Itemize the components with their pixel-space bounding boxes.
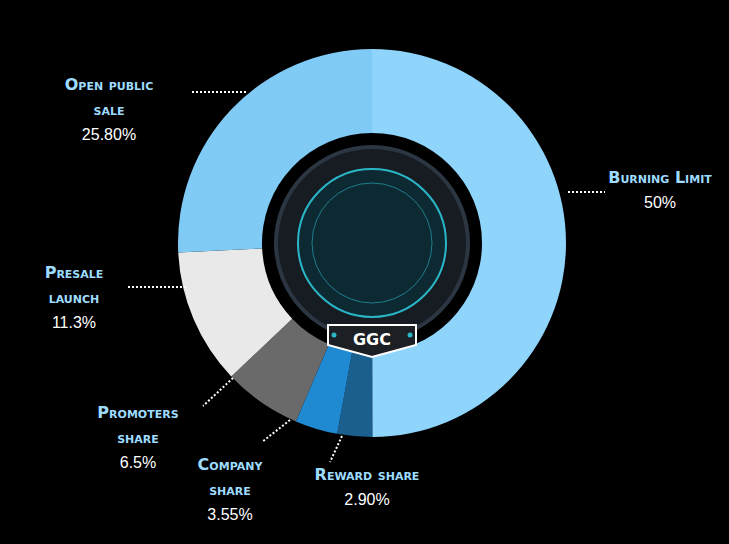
svg-text:25.80%: 25.80% xyxy=(82,126,136,143)
svg-text:50%: 50% xyxy=(644,194,676,211)
svg-text:Reward share: Reward share xyxy=(315,465,420,484)
svg-text:share: share xyxy=(209,480,251,499)
svg-text:Open public: Open public xyxy=(65,75,154,94)
svg-text:11.3%: 11.3% xyxy=(52,314,96,331)
svg-text:3.55%: 3.55% xyxy=(207,506,252,523)
svg-text:launch: launch xyxy=(49,288,100,307)
svg-text:share: share xyxy=(117,428,159,447)
svg-text:Burning Limit: Burning Limit xyxy=(608,168,712,187)
svg-text:Promoters: Promoters xyxy=(97,403,178,422)
svg-text:6.5%: 6.5% xyxy=(120,454,156,471)
svg-text:GGC: GGC xyxy=(353,330,391,349)
svg-text:Presale: Presale xyxy=(45,263,104,282)
svg-text:sale: sale xyxy=(94,100,125,119)
svg-text:2.90%: 2.90% xyxy=(344,491,389,508)
svg-text:Company: Company xyxy=(198,455,264,474)
